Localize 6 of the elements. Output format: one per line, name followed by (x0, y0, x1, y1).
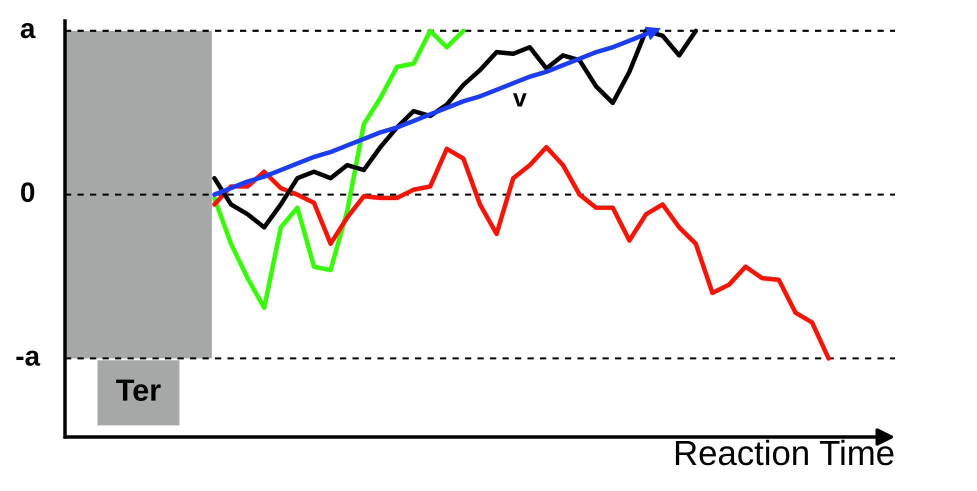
text: Ter (116, 380, 161, 401)
x-axis-title: Reaction Time (676, 440, 894, 466)
annotation: v (512, 93, 527, 107)
ref-line-label: -a (16, 350, 40, 366)
ref-line-label: a (20, 23, 36, 38)
ref-line-label: 0 (21, 182, 34, 202)
